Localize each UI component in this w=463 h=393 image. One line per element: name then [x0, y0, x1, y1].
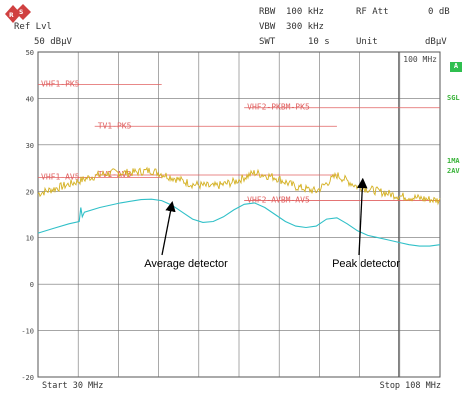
swt-value: 10 s [308, 37, 330, 47]
trace-a-box: A [450, 62, 462, 72]
y-tick-label: -10 [21, 328, 34, 336]
peak-trace [37, 166, 441, 206]
rbw-value: 100 kHz [286, 7, 324, 17]
rf-att-value: 0 dB [428, 7, 450, 17]
trace2-label: 2AV [447, 167, 460, 175]
annotations: Average detector Peak detector [144, 177, 400, 270]
traces [37, 166, 441, 247]
rf-att-label: RF Att [356, 7, 389, 17]
limit-line-label: VHF2-AVBM-AV5 [247, 196, 310, 205]
limit-line-label: TV1-PK5 [98, 121, 132, 130]
limit-line-label: VHF1-PK5 [41, 80, 80, 89]
annotation-arrow [357, 177, 368, 256]
y-tick-label: 0 [30, 281, 34, 289]
marker-label: 100 MHz [403, 55, 437, 64]
grid [37, 51, 441, 378]
unit-value: dBµV [425, 37, 447, 47]
y-tick-label: 20 [26, 188, 34, 196]
svg-text:R: R [9, 12, 14, 19]
trace1-label: 1MA [447, 157, 460, 165]
limit-line-label: TV1-AV5 [98, 170, 132, 179]
rbw-label: RBW [259, 7, 276, 17]
y-tick-label: 40 [26, 95, 34, 103]
limit-lines: VHF1-PK5 VHF2-PKBM-PK5 TV1-PK5 VHF1-AV5 TV1-… [38, 80, 440, 205]
unit-label: Unit [356, 37, 378, 47]
limit-line-label: VHF1-AV5 [41, 172, 80, 181]
stop-frequency-label: Stop 108 MHz [380, 381, 441, 391]
rohde-schwarz-logo: R S [5, 4, 31, 23]
sgl-label: SGL [447, 94, 460, 102]
ref-level-value: 50 dBµV [34, 37, 72, 47]
limit-line-label: VHF2-PKBM-PK5 [247, 103, 310, 112]
annotation-label: Average detector [144, 258, 228, 270]
y-tick-label: 30 [26, 142, 34, 150]
start-frequency-label: Start 30 MHz [42, 381, 103, 391]
vbw-label: VBW [259, 22, 276, 32]
axis-labels: 50 40 30 20 10 0 -10 -20 100 MHz Start 30 MHz Stop… [21, 49, 441, 391]
svg-text:S: S [19, 9, 23, 16]
annotation-arrow [161, 201, 176, 256]
y-tick-label: 10 [26, 235, 34, 243]
y-tick-label: 50 [26, 49, 34, 57]
swt-label: SWT [259, 37, 276, 47]
vbw-value: 300 kHz [286, 22, 324, 32]
ref-level-label: Ref Lvl [14, 22, 52, 32]
y-tick-label: -20 [21, 374, 34, 382]
average-trace [37, 198, 441, 247]
annotation-label: Peak detector [332, 258, 400, 270]
